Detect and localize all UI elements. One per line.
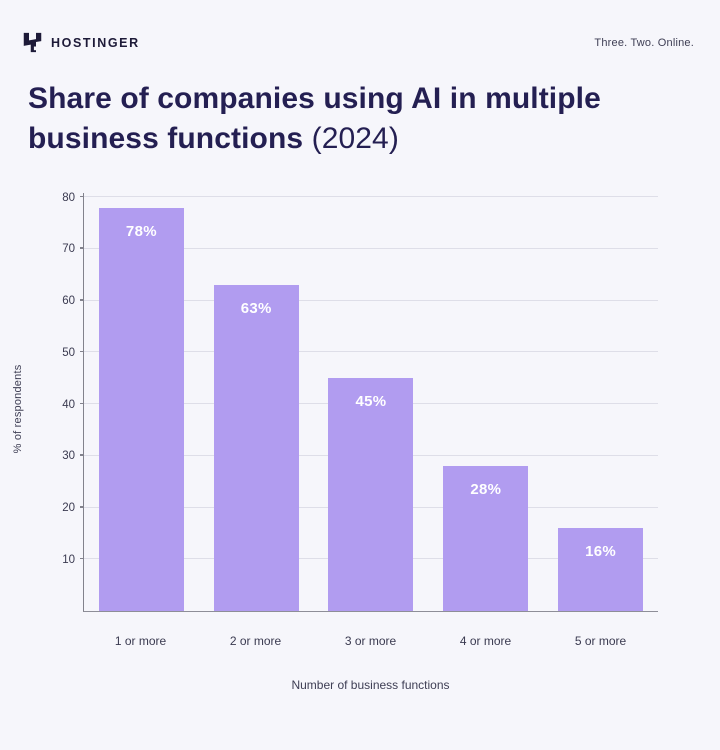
bar-value-label: 45% xyxy=(355,393,387,411)
hostinger-logo: HOSTINGER xyxy=(22,32,140,53)
bar-2-or-more: 63% xyxy=(213,285,299,611)
bar-1-or-more: 78% xyxy=(98,207,184,611)
bar-value-label: 63% xyxy=(240,300,272,318)
bar-slot: 28% xyxy=(428,193,543,611)
bar-4-or-more: 28% xyxy=(443,466,529,611)
bar-chart: % of respondents 10 20 30 40 50 60 70 80 78% 63%… xyxy=(0,192,720,692)
x-axis-label: Number of business functions xyxy=(291,678,450,692)
y-tick-label: 30 xyxy=(62,450,75,463)
y-tick-mark xyxy=(80,402,84,405)
y-tick-mark xyxy=(80,557,84,560)
bar-slot: 45% xyxy=(314,193,429,611)
y-tick-mark xyxy=(80,195,84,198)
gridline xyxy=(84,299,658,301)
gridline xyxy=(84,196,658,198)
plot-area: 10 20 30 40 50 60 70 80 78% 63% 45% 28% 16% xyxy=(62,192,658,612)
y-tick-label: 70 xyxy=(62,243,75,256)
y-axis-label: % of respondents xyxy=(12,364,24,454)
y-tick-mark xyxy=(80,506,84,508)
x-axis-ticks: 1 or more 2 or more 3 or more 4 or more 5 or… xyxy=(83,634,658,648)
page-title-main: Share of companies using AI in multiple … xyxy=(28,82,601,155)
y-tick-label: 60 xyxy=(62,295,75,308)
y-tick-label: 10 xyxy=(62,553,75,566)
y-tick-mark xyxy=(80,350,84,353)
bar-slot: 16% xyxy=(543,193,658,611)
gridline xyxy=(84,247,658,249)
y-tick-mark xyxy=(80,299,84,301)
bar-value-label: 78% xyxy=(125,222,157,240)
y-tick-mark xyxy=(80,247,84,249)
bar-slot: 63% xyxy=(199,193,314,611)
gridline xyxy=(84,351,658,353)
header: HOSTINGER Three. Two. Online. xyxy=(0,0,720,53)
bar-5-or-more: 16% xyxy=(558,528,644,611)
y-tick-label: 80 xyxy=(62,191,75,204)
bars-layer: 78% 63% 45% 28% 16% xyxy=(84,193,658,611)
bar-3-or-more: 45% xyxy=(328,378,414,611)
hostinger-logo-icon xyxy=(22,32,43,53)
x-tick-label: 5 or more xyxy=(574,634,627,648)
x-tick-label: 1 or more xyxy=(114,634,167,648)
page-title: Share of companies using AI in multiple … xyxy=(28,79,690,159)
x-tick-label: 2 or more xyxy=(229,634,282,648)
bar-slot: 78% xyxy=(84,193,199,611)
x-tick-label: 3 or more xyxy=(344,634,397,648)
brand-name: HOSTINGER xyxy=(51,35,140,50)
x-tick-label: 4 or more xyxy=(459,634,512,648)
y-tick-label: 40 xyxy=(62,398,75,411)
y-tick-label: 20 xyxy=(62,502,75,515)
bar-value-label: 16% xyxy=(585,543,617,561)
brand-tagline: Three. Two. Online. xyxy=(594,36,694,49)
page-title-year: (2024) xyxy=(311,121,399,155)
y-tick-mark xyxy=(80,454,84,456)
y-tick-label: 50 xyxy=(62,346,75,359)
bar-value-label: 28% xyxy=(470,481,502,499)
